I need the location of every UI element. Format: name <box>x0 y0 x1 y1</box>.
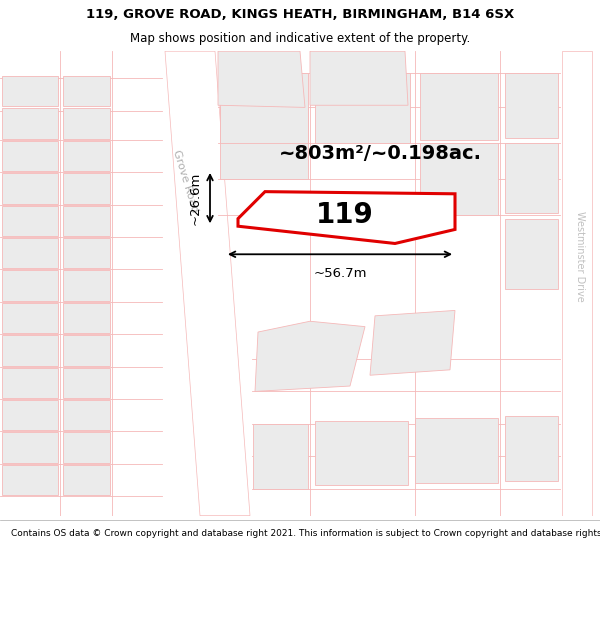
Polygon shape <box>63 368 110 398</box>
Polygon shape <box>63 109 110 139</box>
Polygon shape <box>420 143 498 216</box>
Text: Contains OS data © Crown copyright and database right 2021. This information is : Contains OS data © Crown copyright and d… <box>11 529 600 538</box>
Polygon shape <box>2 271 58 301</box>
Polygon shape <box>505 416 558 481</box>
Text: ~56.7m: ~56.7m <box>313 268 367 280</box>
Polygon shape <box>2 206 58 236</box>
Polygon shape <box>220 73 308 143</box>
Text: Grove Road: Grove Road <box>171 148 199 213</box>
Polygon shape <box>562 51 592 516</box>
Text: ~26.6m: ~26.6m <box>189 171 202 225</box>
Polygon shape <box>2 368 58 398</box>
Polygon shape <box>315 73 410 143</box>
Polygon shape <box>253 424 308 489</box>
Polygon shape <box>505 73 558 138</box>
Polygon shape <box>165 51 250 516</box>
Polygon shape <box>63 400 110 430</box>
Polygon shape <box>220 107 308 179</box>
Polygon shape <box>505 143 558 213</box>
Polygon shape <box>2 76 58 106</box>
Polygon shape <box>63 303 110 333</box>
Polygon shape <box>63 141 110 171</box>
Text: 119: 119 <box>316 201 374 229</box>
Polygon shape <box>2 173 58 204</box>
Polygon shape <box>2 141 58 171</box>
Polygon shape <box>63 432 110 462</box>
Polygon shape <box>2 335 58 366</box>
Polygon shape <box>2 303 58 333</box>
Polygon shape <box>218 51 305 107</box>
Text: ~803m²/~0.198ac.: ~803m²/~0.198ac. <box>278 144 482 163</box>
Polygon shape <box>310 51 408 105</box>
Polygon shape <box>255 321 365 391</box>
Polygon shape <box>63 238 110 268</box>
Polygon shape <box>63 271 110 301</box>
Polygon shape <box>505 219 558 289</box>
Polygon shape <box>2 238 58 268</box>
Polygon shape <box>2 109 58 139</box>
Polygon shape <box>63 206 110 236</box>
Polygon shape <box>370 311 455 375</box>
Polygon shape <box>2 400 58 430</box>
Polygon shape <box>63 76 110 106</box>
Polygon shape <box>63 465 110 495</box>
Text: Map shows position and indicative extent of the property.: Map shows position and indicative extent… <box>130 32 470 45</box>
Text: 119, GROVE ROAD, KINGS HEATH, BIRMINGHAM, B14 6SX: 119, GROVE ROAD, KINGS HEATH, BIRMINGHAM… <box>86 8 514 21</box>
Text: Westminster Drive: Westminster Drive <box>575 211 585 302</box>
Polygon shape <box>420 73 498 140</box>
Polygon shape <box>63 173 110 204</box>
Polygon shape <box>63 335 110 366</box>
Polygon shape <box>2 432 58 462</box>
Polygon shape <box>238 192 455 244</box>
Polygon shape <box>415 418 498 483</box>
Polygon shape <box>2 465 58 495</box>
Polygon shape <box>315 421 408 486</box>
